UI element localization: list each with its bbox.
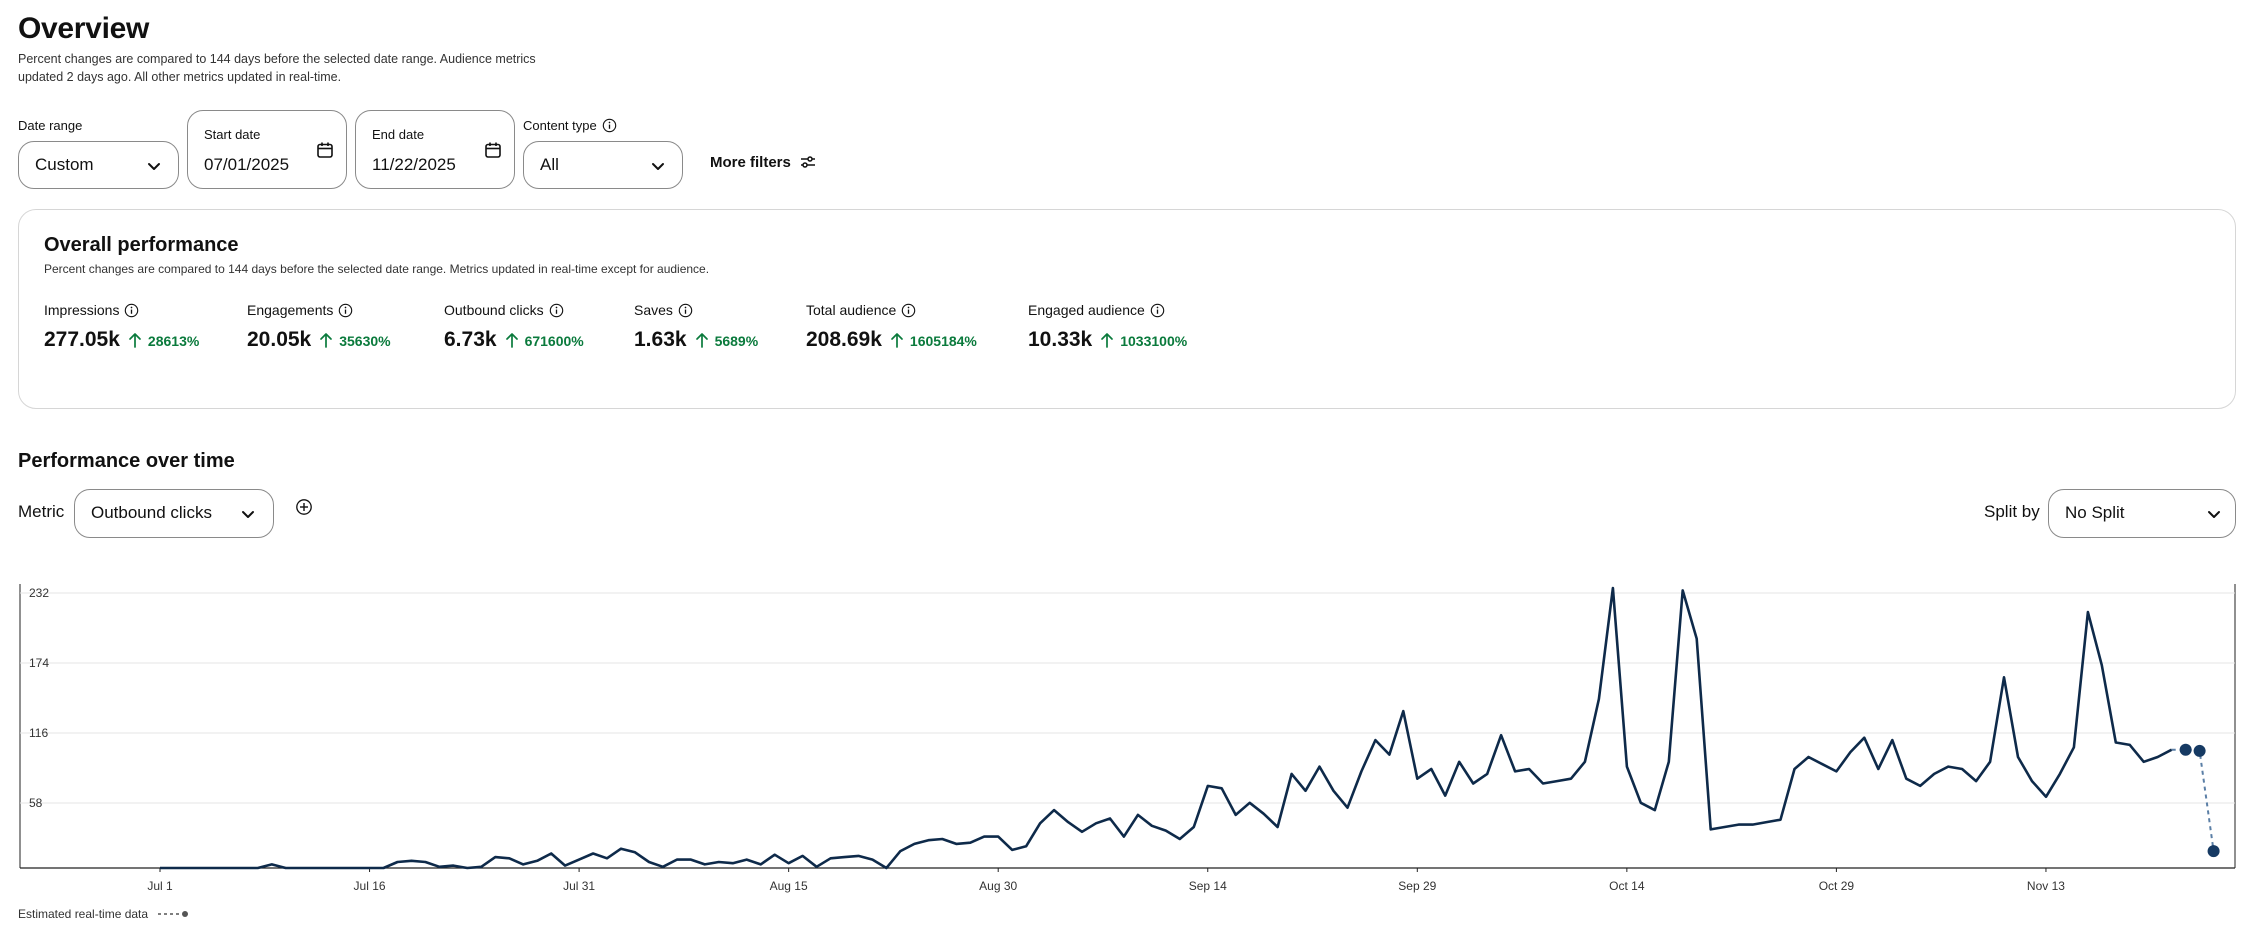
- date-range-select[interactable]: Custom: [18, 141, 179, 189]
- content-type-value: All: [540, 155, 559, 174]
- more-filters-button[interactable]: More filters: [710, 154, 816, 171]
- split-by-select[interactable]: No Split: [2048, 489, 2236, 538]
- metric-value: 10.33k: [1028, 328, 1093, 351]
- card-subtitle: Percent changes are compared to 144 days…: [44, 262, 710, 276]
- info-icon[interactable]: [549, 303, 564, 318]
- estimated-line-icon: [158, 911, 189, 917]
- x-tick-label: Jul 1: [147, 879, 173, 893]
- metric-label: Total audience: [806, 302, 897, 318]
- y-tick-label: 58: [29, 796, 43, 810]
- estimated-point: [2207, 845, 2220, 858]
- calendar-icon[interactable]: [316, 141, 334, 159]
- metric-engagements[interactable]: Engagements 20.05k 35630%: [247, 302, 391, 352]
- metric-select[interactable]: Outbound clicks: [74, 489, 274, 538]
- x-tick-label: Sep 29: [1398, 879, 1436, 893]
- outbound-clicks-line: [160, 586, 2173, 870]
- x-tick-label: Oct 29: [1819, 879, 1855, 893]
- metric-label: Engaged audience: [1028, 302, 1145, 318]
- metric-label: Saves: [634, 302, 673, 318]
- metric-impressions[interactable]: Impressions 277.05k 28613%: [44, 302, 199, 352]
- end-date-field[interactable]: End date 11/22/2025: [355, 110, 515, 189]
- estimated-data-legend: Estimated real-time data: [18, 907, 189, 921]
- overall-performance-card: Overall performance Percent changes are …: [18, 209, 2236, 409]
- metric-saves[interactable]: Saves 1.63k 5689%: [634, 302, 758, 352]
- estimated-data-label: Estimated real-time data: [18, 907, 149, 921]
- sliders-icon: [801, 156, 816, 168]
- more-filters-label: More filters: [710, 154, 791, 171]
- x-tick-label: Oct 14: [1609, 879, 1645, 893]
- split-by-label: Split by: [1984, 502, 2040, 521]
- x-tick-label: Sep 14: [1189, 879, 1227, 893]
- estimated-point: [2193, 744, 2206, 757]
- calendar-icon[interactable]: [484, 141, 502, 159]
- metric-change: 1605184%: [909, 333, 977, 349]
- x-tick-label: Aug 30: [979, 879, 1017, 893]
- metric-change: 5689%: [714, 333, 759, 349]
- chevron-down-icon: [2208, 511, 2220, 518]
- y-tick-label: 116: [29, 726, 48, 740]
- start-date-label: Start date: [204, 127, 261, 142]
- info-icon[interactable]: [901, 303, 916, 318]
- page-title: Overview: [18, 12, 150, 45]
- metric-value: 277.05k: [44, 328, 120, 351]
- end-date-value: 11/22/2025: [372, 155, 456, 174]
- x-tick-label: Jul 31: [563, 879, 595, 893]
- content-type-label-text: Content type: [523, 118, 597, 133]
- page-subtitle: Percent changes are compared to 144 days…: [18, 52, 536, 84]
- metric-total-audience[interactable]: Total audience 208.69k 1605184%: [806, 302, 977, 352]
- metric-value: 1.63k: [634, 328, 687, 351]
- metric-change: 28613%: [147, 333, 200, 349]
- metric-label: Engagements: [247, 302, 334, 318]
- x-tick-label: Jul 16: [354, 879, 386, 893]
- metric-label: Impressions: [44, 302, 120, 318]
- metric-change: 35630%: [339, 333, 391, 349]
- arrow-up-icon: [695, 333, 708, 348]
- x-tick-label: Aug 15: [770, 879, 808, 893]
- card-title: Overall performance: [44, 234, 239, 256]
- metric-select-label: Metric: [18, 502, 65, 521]
- content-type-select[interactable]: All: [523, 141, 683, 189]
- x-tick-label: Nov 13: [2027, 879, 2065, 893]
- date-range-label: Date range: [18, 118, 83, 133]
- info-icon[interactable]: [338, 303, 353, 318]
- split-by-value: No Split: [2065, 503, 2125, 522]
- arrow-up-icon: [129, 333, 141, 348]
- metric-engaged-audience[interactable]: Engaged audience 10.33k 1033100%: [1028, 302, 1187, 352]
- info-icon[interactable]: [1150, 303, 1165, 318]
- metric-outbound-clicks[interactable]: Outbound clicks 6.73k 671600%: [444, 302, 584, 352]
- add-metric-icon[interactable]: [295, 498, 313, 516]
- estimated-line: [2171, 748, 2215, 852]
- chevron-down-icon: [652, 163, 664, 170]
- arrow-up-icon: [891, 333, 903, 348]
- chevron-down-icon: [148, 163, 160, 170]
- info-icon[interactable]: [602, 118, 617, 133]
- performance-title: Performance over time: [18, 450, 235, 472]
- metric-select-value: Outbound clicks: [91, 503, 212, 522]
- estimated-point: [2179, 743, 2192, 756]
- chevron-down-icon: [242, 511, 254, 518]
- arrow-up-icon: [505, 333, 518, 348]
- start-date-value: 07/01/2025: [204, 155, 290, 174]
- arrow-up-icon: [320, 333, 333, 348]
- y-tick-label: 174: [29, 656, 49, 670]
- y-tick-label: 232: [29, 586, 49, 600]
- metric-change: 1033100%: [1120, 333, 1188, 349]
- metric-label: Outbound clicks: [444, 302, 544, 318]
- performance-line-chart[interactable]: 232 174 116 58 Jul 1 Jul 16 Jul 31 Aug 15 Aug 30…: [0, 575, 2248, 895]
- arrow-up-icon: [1101, 333, 1114, 348]
- metric-change: 671600%: [524, 333, 584, 349]
- content-type-label: Content type: [523, 118, 617, 133]
- start-date-field[interactable]: Start date 07/01/2025: [187, 110, 347, 189]
- metric-value: 208.69k: [806, 328, 882, 351]
- metric-value: 20.05k: [247, 328, 312, 351]
- metric-value: 6.73k: [444, 328, 497, 351]
- end-date-label: End date: [372, 127, 425, 142]
- info-icon[interactable]: [678, 303, 693, 318]
- date-range-value: Custom: [35, 155, 94, 174]
- info-icon[interactable]: [124, 303, 139, 318]
